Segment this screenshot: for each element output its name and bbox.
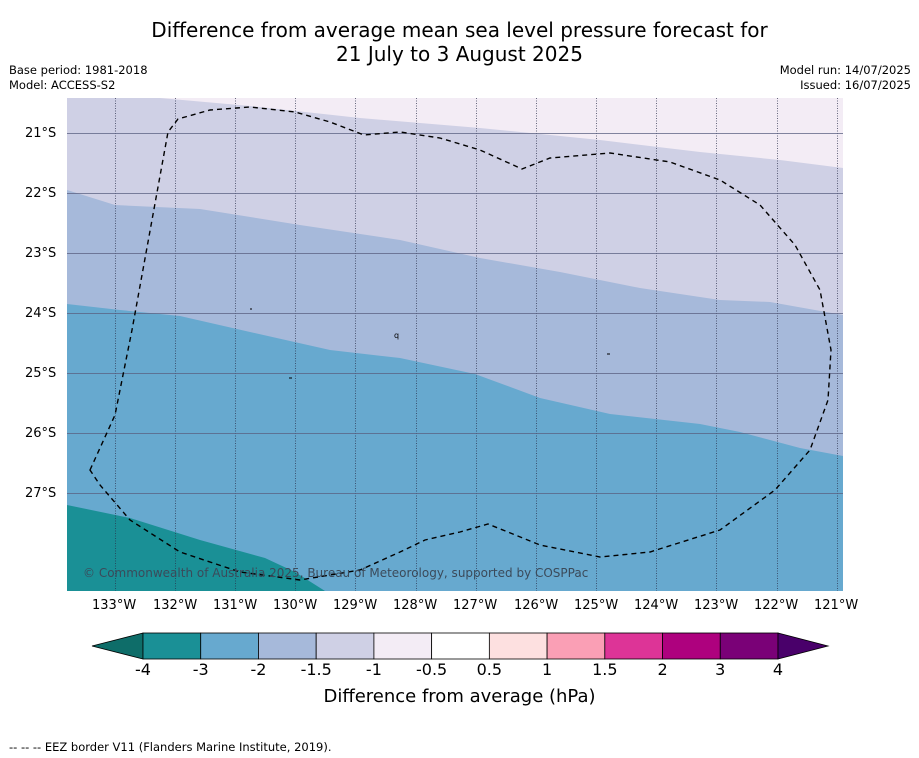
lon-label-130w: 130°W [273,598,318,613]
chart-title-line-1: Difference from average mean sea level p… [151,18,768,42]
lon-label-121w: 121°W [814,598,859,613]
colorbar-box-6 [488,632,548,660]
lat-label-27s: 27°S [25,486,57,501]
lon-label-128w: 128°W [393,598,438,613]
band-neg-3-to-neg-4 [67,505,325,591]
colorbar-tick-1: -3 [192,660,209,679]
lon-label-124w: 124°W [634,598,679,613]
band-neg-2-to-neg-3 [67,304,843,591]
colorbar-box-1 [200,632,259,660]
lon-label-127w: 127°W [453,598,498,613]
colorbar-tick-5: -0.5 [416,660,448,679]
issued-text: Issued: 16/07/2025 [800,78,911,92]
colorbar-extend-low [91,632,144,660]
lat-label-22s: 22°S [25,186,57,201]
colorbar-tick-0: -4 [135,660,151,679]
colorbar [91,632,830,660]
lon-label-125w: 125°W [574,598,619,613]
colorbar-box-0 [142,632,202,660]
base-period-text: Base period: 1981-2018 [9,63,148,77]
colorbar-tick-10: 3 [715,660,726,679]
island-mark-1: q [394,331,399,340]
colorbar-extend-high [777,632,830,660]
colorbar-tick-4: -1 [365,660,382,679]
model-run-text: Model run: 14/07/2025 [779,63,911,77]
colorbar-tick-6: 0.5 [476,660,503,679]
lon-label-132w: 132°W [153,598,198,613]
colorbar-tick-9: 2 [657,660,668,679]
colorbar-box-7 [546,632,606,660]
map-plot-area: q [67,98,843,591]
colorbar-box-8 [604,632,663,660]
colorbar-tick-2: -2 [250,660,267,679]
chart-title-line-2: 21 July to 3 August 2025 [336,42,583,66]
latitude-lines [67,133,843,494]
colorbar-box-2 [258,632,317,660]
colorbar-box-3 [315,632,375,660]
lat-label-24s: 24°S [25,306,57,321]
colorbar-tick-7: 1 [541,660,553,679]
colorbar-label: Difference from average (hPa) [323,686,596,707]
lon-label-129w: 129°W [333,598,378,613]
lat-label-26s: 26°S [25,426,57,441]
lon-label-131w: 131°W [213,598,258,613]
colorbar-tick-8: 1.5 [592,660,618,679]
colorbar-box-10 [719,632,779,660]
copyright-text: © Commonwealth of Australia 2025, Bureau… [83,566,589,580]
colorbar-box-9 [662,632,721,660]
colorbar-box-4 [373,632,433,660]
eez-border [89,106,832,581]
lat-label-25s: 25°S [25,366,57,381]
lon-label-133w: 133°W [92,598,137,613]
colorbar-tick-11: 4 [772,660,784,679]
graticule-lines [115,98,838,591]
lon-label-126w: 126°W [514,598,559,613]
colorbar-box-5 [431,632,490,660]
model-text: Model: ACCESS-S2 [9,78,116,92]
lat-label-23s: 23°S [25,246,57,261]
lon-label-122w: 122°W [754,598,799,613]
colorbar-tick-3: -1.5 [300,660,332,679]
eez-legend-note: -- -- -- EEZ border V11 (Flanders Marine… [9,740,332,754]
lon-label-123w: 123°W [694,598,739,613]
lat-label-21s: 21°S [25,126,57,141]
